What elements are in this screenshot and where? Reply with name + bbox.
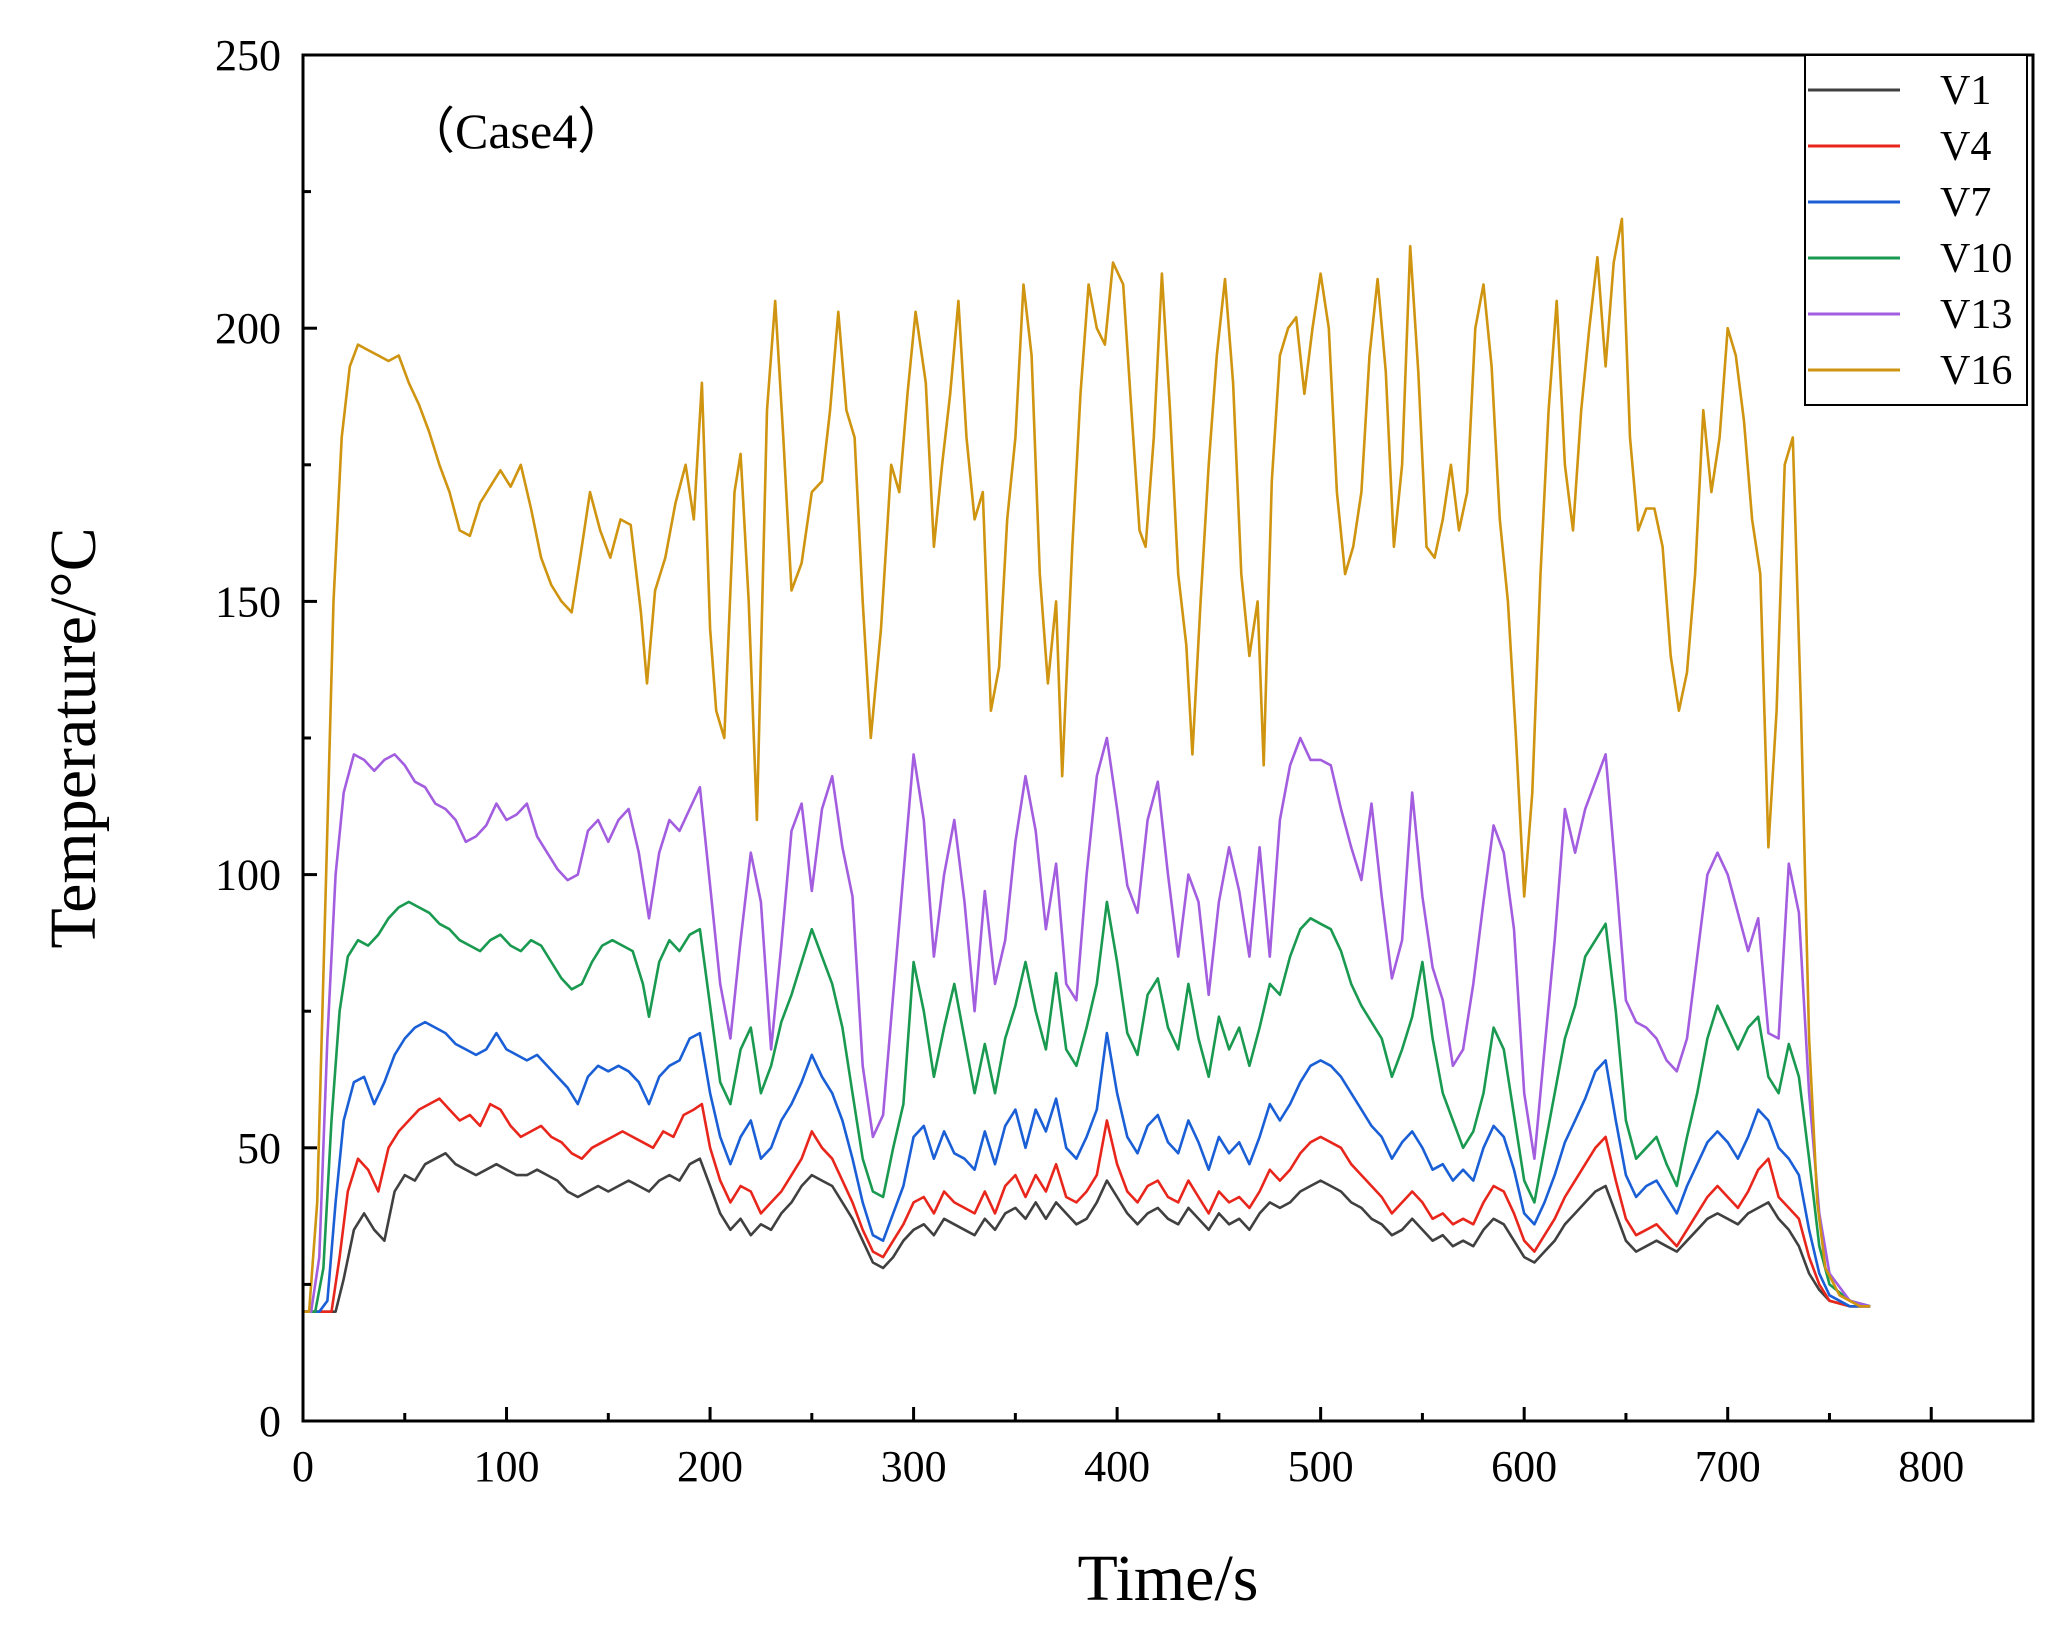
x-tick-label: 700 — [1695, 1442, 1761, 1491]
y-tick-label: 250 — [215, 31, 281, 80]
x-tick-label: 0 — [292, 1442, 314, 1491]
case-annotation: （Case4） — [405, 103, 627, 159]
legend-label-v10: V10 — [1940, 236, 2012, 282]
legend-label-v13: V13 — [1940, 292, 2012, 338]
plot-frame — [301, 53, 2035, 1423]
y-tick-label: 50 — [237, 1124, 281, 1173]
x-tick-label: 800 — [1898, 1442, 1964, 1491]
y-tick-label: 100 — [215, 851, 281, 900]
legend-label-v16: V16 — [1940, 348, 2012, 394]
legend-box — [1804, 54, 2028, 406]
x-axis-title: Time/s — [1078, 1542, 1259, 1615]
legend-label-v7: V7 — [1940, 180, 1991, 226]
y-tick-label: 0 — [259, 1397, 281, 1446]
legend-label-v4: V4 — [1940, 124, 1991, 170]
series-line-v1 — [303, 1152, 1871, 1313]
series-layer — [303, 217, 1871, 1313]
x-tick-label: 100 — [474, 1442, 540, 1491]
series-line-v4 — [303, 1097, 1871, 1313]
series-line-v7 — [303, 1020, 1871, 1313]
legend-label-v1: V1 — [1940, 68, 1991, 114]
x-tick-label: 600 — [1491, 1442, 1557, 1491]
y-axis-title: Temperature/°C — [37, 527, 110, 948]
series-line-v16 — [303, 217, 1871, 1313]
tick-layer: 0 100 200 300 400 500 600 700 800 0 50 100 150 200 250 — [215, 31, 1964, 1491]
y-tick-label: 200 — [215, 304, 281, 353]
x-tick-label: 500 — [1288, 1442, 1354, 1491]
x-tick-label: 300 — [881, 1442, 947, 1491]
series-line-v10 — [303, 900, 1871, 1313]
series-line-v13 — [303, 736, 1871, 1313]
x-tick-label: 200 — [677, 1442, 743, 1491]
legend: V1 V4 V7 V10 V13 V16 — [1804, 54, 2028, 406]
x-tick-label: 400 — [1084, 1442, 1150, 1491]
y-tick-label: 150 — [215, 577, 281, 626]
